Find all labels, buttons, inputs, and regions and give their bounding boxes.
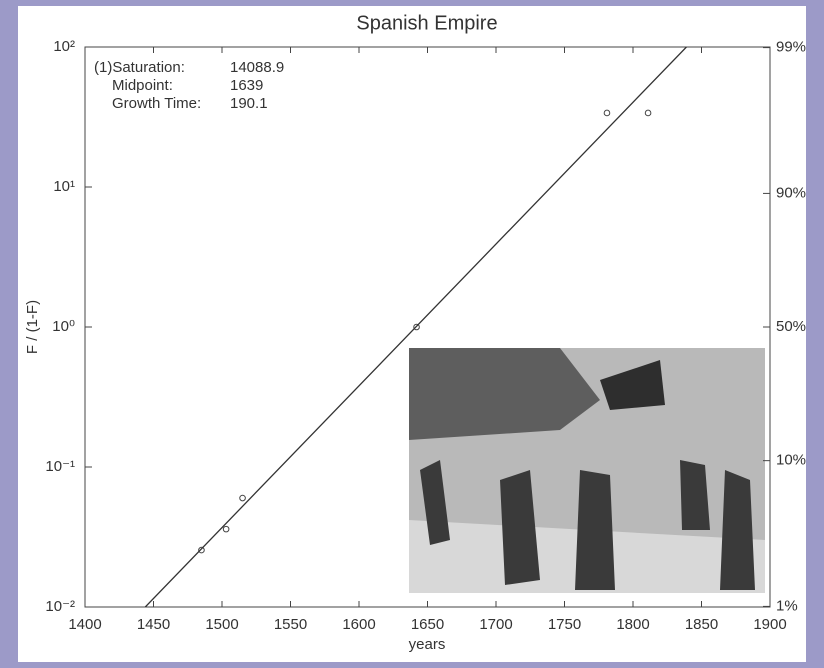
y-tick-label: 10⁻² [45,598,75,615]
y-tick-label: 10⁻¹ [45,458,75,475]
data-point [222,525,230,533]
x-tick-label: 1450 [137,616,170,633]
data-point [239,494,246,502]
x-tick-label: 1800 [616,616,649,633]
chart-title: Spanish Empire [356,12,497,34]
x-tick-label: 1500 [205,616,238,633]
y-axis-label: F / (1-F) [24,300,41,354]
photo [409,348,765,593]
x-tick-label: 1700 [479,616,512,633]
y-tick-label: 10⁰ [52,318,75,335]
annotation-value: 1639 [230,77,263,94]
annotation-label: Midpoint: [112,77,173,94]
y-tick-label: 10² [53,38,75,55]
x-tick-label: 1400 [68,616,101,633]
y2-tick-label: 99% [776,39,806,56]
x-tick-label: 1750 [548,616,581,633]
annotation-label: (1)Saturation: [94,59,185,76]
annotation-value: 14088.9 [230,59,284,76]
y2-tick-label: 1% [776,597,798,614]
data-point [603,109,611,117]
y-tick-label: 10¹ [53,178,75,195]
data-point [198,546,205,554]
annotation-value: 190.1 [230,95,268,112]
x-axis-label: years [409,636,446,653]
fit-line [144,47,687,607]
y2-tick-label: 10% [776,452,806,469]
y2-tick-label: 90% [776,184,806,201]
annotation-label: Growth Time: [112,95,201,112]
x-tick-label: 1600 [342,616,375,633]
x-tick-label: 1550 [274,616,307,633]
data-point [644,109,652,117]
data-point [413,323,420,331]
y2-tick-label: 50% [776,318,806,335]
x-tick-label: 1850 [685,616,718,633]
x-tick-label: 1650 [411,616,444,633]
x-tick-label: 1900 [753,616,786,633]
